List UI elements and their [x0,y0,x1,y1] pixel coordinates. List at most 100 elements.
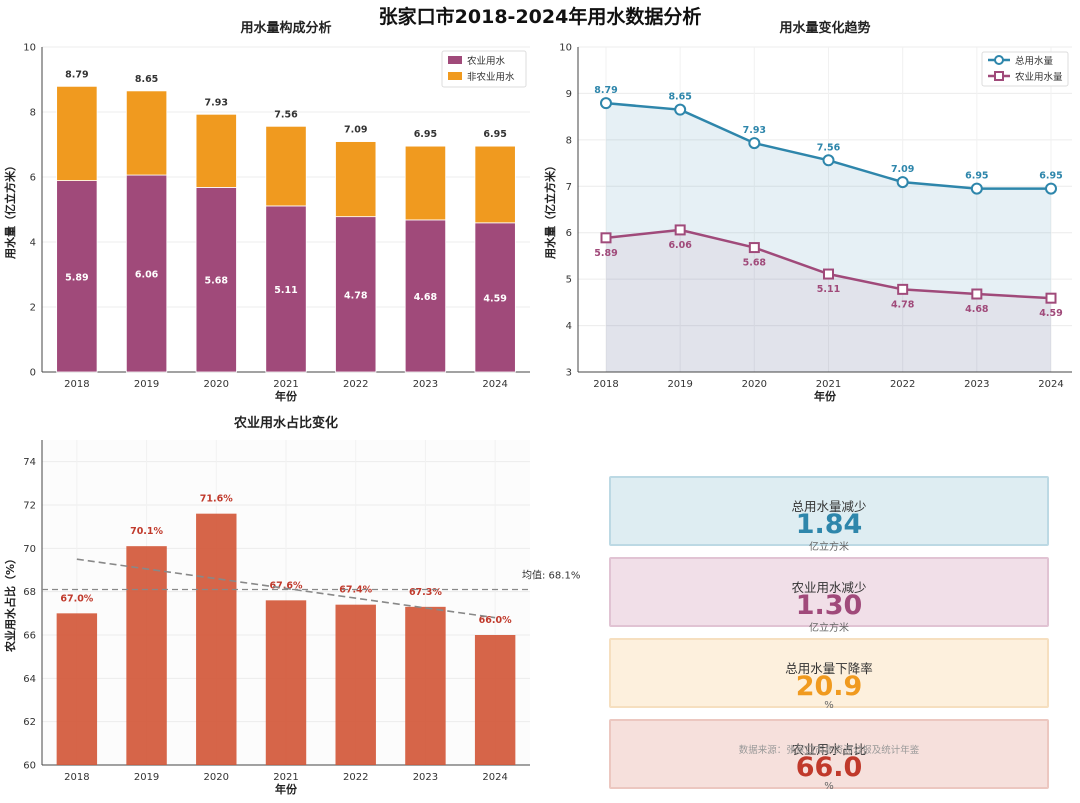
chart2-x-tick: 2018 [593,379,618,390]
summary-card-title: 总用水量下降率 [785,661,873,676]
chart2-x-tick: 2021 [816,379,841,390]
chart3-y-label: 农业用水占比（%） [3,553,17,653]
chart3-y-tick: 70 [23,544,36,555]
chart3-trend-line [76,558,496,619]
chart1-bar-nonagri [56,85,98,181]
chart2-label-agri: 4.78 [891,299,915,310]
chart2-y-tick: 5 [566,275,572,286]
chart3-mean-label: 均值: 68.1% [522,569,580,582]
summary-card: 总用水量减少 1.84 亿立方米 [609,476,1049,553]
chart3-x-tick: 2023 [413,772,438,783]
chart3-x-tick: 2020 [204,772,229,783]
chart1-agri-label: 5.11 [274,285,297,296]
chart2-y-tick: 8 [566,135,572,146]
chart2-point-agri [971,288,983,300]
chart3-x-label: 年份 [275,782,298,796]
chart1-bar-nonagri [335,141,377,218]
chart2-point-agri [823,268,834,280]
chart1-x-tick: 2023 [413,379,438,390]
chart3-y-tick: 68 [23,587,36,598]
chart1-bar-nonagri [195,113,237,188]
chart2-point-total [970,182,983,195]
summary-card-value: 1.84 [795,509,863,540]
chart3-x-tick: 2022 [343,772,368,783]
chart2-label-total: 7.93 [743,125,766,136]
chart1-legend-agri: 农业用水 [467,55,506,67]
chart2-x-tick: 2022 [890,379,915,390]
chart2-point-total [1045,182,1057,195]
chart1-bar-agri [125,174,168,373]
chart1-bar-nonagri [404,145,447,221]
summary-card-unit: 亿立方米 [809,623,849,634]
chart2-x-tick: 2024 [1038,379,1063,390]
chart2-label-agri: 5.11 [817,284,840,295]
chart2-y-tick: 4 [566,321,572,332]
chart2-x-tick: 2019 [667,379,692,390]
summary-card-value: 1.30 [795,590,863,621]
chart2-legend-marker-total [994,55,1004,65]
chart1-total-label: 7.09 [344,125,367,136]
chart2-label-agri: 5.89 [594,248,617,259]
summary-card-value: 66.0 [795,752,863,783]
chart3-x-tick: 2019 [134,772,159,783]
chart2-label-total: 6.95 [965,171,988,182]
summary-card: 总用水量下降率 20.9% [609,638,1049,711]
chart3-bar [335,604,376,765]
chart3-bar-label: 67.0% [60,593,93,604]
chart2-legend-marker-agri [994,71,1004,81]
chart3-y-tick: 66 [23,631,36,642]
chart1-bar-nonagri [125,90,168,176]
chart2-label-agri: 5.68 [743,258,767,269]
chart2-y-label: 用水量（亿立方米） [543,160,557,259]
chart3-bar [56,613,98,765]
chart2-point-total [896,176,909,189]
chart2-point-total [674,103,687,116]
chart3-y-tick: 60 [23,761,36,772]
chart3-bar-label: 67.4% [339,585,372,596]
chart3-bar-label: 67.3% [409,587,442,598]
summary-card-unit: % [824,781,834,792]
chart1-total-label: 6.95 [483,129,506,140]
chart2-legend-agri: 农业用水量 [1015,71,1063,83]
chart1-bar-agri [404,219,447,373]
chart2-x-label: 年份 [814,389,837,403]
chart3-bar [405,606,446,765]
chart2-label-total: 8.65 [668,92,691,103]
chart1-y-tick: 8 [30,108,36,119]
chart1-x-tick: 2020 [204,379,229,390]
chart2-area-total [606,103,1051,372]
chart2-x-tick: 2023 [964,379,989,390]
chart2-x-tick: 2020 [742,379,767,390]
summary-card: 农业用水减少 1.30 亿立方米 [609,557,1049,634]
source-note: 数据来源：张家口市水资源公报及统计年鉴 [738,745,920,756]
chart2-point-agri [600,232,612,244]
chart1-bar-agri [265,205,307,373]
chart2-point-agri [1045,292,1057,304]
chart3-bar [474,635,516,765]
chart1-total-label: 7.93 [205,97,228,108]
chart2-label-agri: 6.06 [668,240,692,251]
chart2-title: 用水量变化趋势 [778,20,870,36]
chart3-bar-label: 66.0% [479,615,512,626]
chart1-bar-nonagri [474,145,516,224]
chart1-x-tick: 2024 [482,379,507,390]
summary-card-title: 总用水量减少 [791,499,867,514]
chart3-bar [126,546,167,765]
chart2-y-tick: 10 [559,43,572,54]
chart2-label-total: 8.79 [594,85,617,96]
chart3-bar-label: 70.1% [130,526,163,537]
chart1-agri-label: 5.89 [65,272,88,283]
chart1-title: 用水量构成分析 [239,20,331,36]
summary-card-unit: 亿立方米 [809,542,849,553]
line-chart: 用水量变化趋势 3 4 5 6 7 8 9 10 2018 2019 2020 2021 2022 2023… [543,20,1072,403]
chart1-y-tick: 0 [30,368,36,379]
chart3-x-tick: 2024 [482,772,507,783]
chart3-y-tick: 64 [23,674,36,685]
chart2-label-agri: 4.59 [1039,308,1062,319]
chart1-bar-agri [195,186,237,373]
chart2-label-total: 7.56 [817,142,841,153]
chart1-total-label: 6.95 [414,129,437,140]
chart3-x-tick: 2021 [273,772,298,783]
chart3-title: 农业用水占比变化 [233,415,338,431]
chart1-bar-nonagri [265,125,307,207]
